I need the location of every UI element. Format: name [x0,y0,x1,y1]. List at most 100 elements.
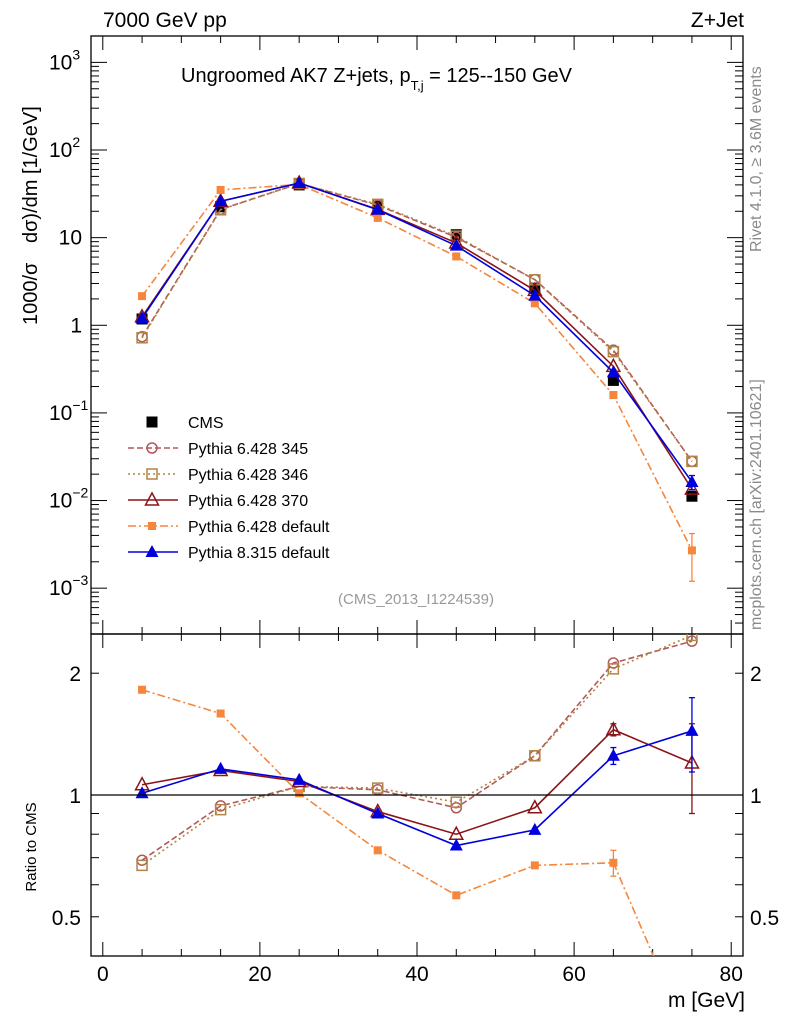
ratio-marker-p8def [292,772,306,785]
legend-item-p346: Pythia 6.428 346 [128,467,308,484]
ratio-y-tick-label-left: 0.5 [52,907,81,930]
legend-item-p370: Pythia 6.428 370 [128,491,308,510]
x-tick-label: 40 [405,963,428,986]
main-y-tick-base: 10 [59,227,82,250]
ratio-y-tick-label-right: 0.5 [750,907,779,930]
ratio-marker-p6def [609,858,618,867]
ratio-marker-p346 [529,750,541,762]
main-y-tick-label: 10−2 [49,485,89,513]
main-marker-p6def [687,546,696,555]
ratio-marker-p8def [685,723,699,736]
main-y-tick-base: 10 [49,51,72,74]
y-label-b: dσ)/dm [1/GeV] [20,106,42,243]
legend-marker-p370 [144,491,160,506]
main-marker-p8def [371,202,385,215]
legend-label-p345: Pythia 6.428 345 [188,441,308,458]
main-marker-p6def [452,252,461,261]
main-y-tick-exponent: 3 [72,46,80,62]
main-y-tick-label: 102 [49,134,80,162]
ratio-line-p6def [141,689,655,956]
legend-label-cms: CMS [188,415,224,432]
main-marker-p8def [135,311,149,324]
x-tick-label: 60 [562,963,585,986]
legend-label-p346: Pythia 6.428 346 [188,467,308,484]
energy-label: 7000 GeV pp [103,9,227,32]
ratio-y-label: Ratio to CMS [23,802,40,891]
main-marker-p8def [449,238,463,251]
main-marker-p346 [686,455,698,468]
main-marker-p346 [136,332,148,344]
ratio-marker-p345 [529,750,541,762]
ratio-marker-p370 [527,799,543,814]
main-marker-cms [529,282,541,294]
ratio-y-tick-label-left: 1 [69,785,81,808]
main-y-tick-label: 10 [59,227,82,250]
ratio-marker-p8def [449,838,463,851]
main-series-group [134,174,700,582]
ratio-y-tick-label-right: 1 [750,785,762,808]
main-marker-p8def [292,176,306,189]
main-y-tick-base: 10 [49,490,72,513]
legend-label-p370: Pythia 6.428 370 [188,493,308,510]
process-label: Z+Jet [691,9,744,32]
ratio-line-p370 [141,728,693,836]
ratio-marker-p6def [138,685,147,694]
ratio-marker-p346 [686,634,698,642]
main-line-p6def [141,183,693,551]
main-y-tick-exponent: 2 [72,134,80,150]
main-y-tick-label: 10−1 [49,397,89,425]
legend: CMS Pythia 6.428 345 Pythia 6.428 346 Pythi… [128,415,330,562]
ratio-marker-p346 [450,796,463,808]
main-y-tick-label: 1 [70,314,82,337]
ratio-marker-p8def [606,748,620,761]
main-title: Ungroomed AK7 Z+jets, pT,j = 125--150 Ge… [181,65,573,93]
ratio-line-p8def [141,730,693,847]
ratio-marker-p6def [216,709,225,718]
ratio-plot-area: 2 2 1 1 0.5 0.5 0 20 40 60 80 [52,633,779,986]
main-y-label: 1000/σ dσ)/dm [1/GeV] [20,106,42,325]
main-line-p346 [141,182,693,462]
ratio-marker-p6def [295,789,304,798]
main-marker-p8def [606,365,620,378]
ratio-marker-p6def [452,891,461,900]
main-y-tick-label: 103 [49,46,80,74]
legend-item-cms: CMS [146,415,224,432]
analysis-id: (CMS_2013_I1224539) [338,591,494,608]
ratio-marker-p346 [136,859,148,872]
main-y-tick-exponent: −2 [72,485,88,501]
main-marker-p6def [373,213,382,222]
legend-item-p6def: Pythia 6.428 default [128,519,330,536]
main-y-tick-exponent: −3 [72,572,88,588]
main-y-tick-base: 10 [49,402,72,425]
main-marker-p6def [530,299,539,308]
main-line-p345 [141,182,693,462]
y-label-a: 1000/σ [20,262,42,325]
ratio-marker-p345 [607,657,620,669]
title-main: Ungroomed AK7 Z+jets, p [181,65,411,87]
main-y-tick-exponent: −1 [72,397,88,413]
ratio-line-p345 [141,640,693,861]
main-marker-cms [607,374,619,386]
main-y-tick-label: 10−3 [49,572,89,600]
main-marker-cms [686,490,698,502]
title-tail: = 125--150 GeV [424,65,573,87]
rivet-label: Rivet 4.1.0, ≥ 3.6M events [748,66,765,252]
legend-label-p8def: Pythia 8.315 default [188,545,330,562]
title-sub: T,j [411,78,424,93]
main-line-p8def [141,182,693,483]
main-y-tick-base: 10 [49,139,72,162]
main-marker-p346 [607,345,620,358]
legend-marker-p8def [145,545,159,557]
legend-marker-cms [146,416,158,428]
legend-item-p345: Pythia 6.428 345 [128,441,308,458]
ratio-marker-p8def [528,822,542,835]
main-marker-p6def [609,391,618,400]
main-marker-p6def [138,292,147,301]
legend-marker-p346 [146,468,158,480]
ratio-marker-p6def [373,846,382,855]
mcplots-label: mcplots.cern.ch [arXiv:2401.10621] [748,379,765,630]
ratio-marker-p8def [371,806,385,819]
main-y-tick-base: 10 [49,577,72,600]
